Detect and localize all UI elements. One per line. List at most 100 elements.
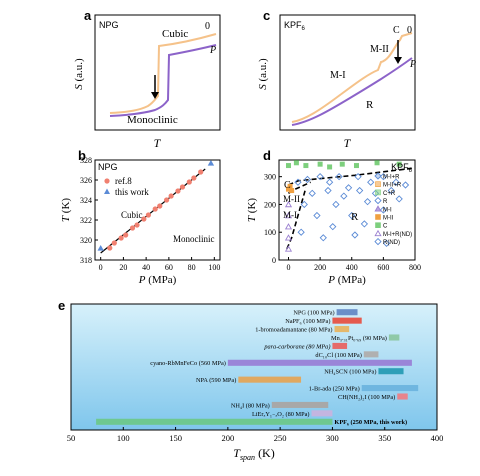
x-tick-label: 100 <box>117 433 130 443</box>
bar-label: LiErₓY₁₋ₓO₂ (80 MPa) <box>252 411 310 418</box>
y-axis-label: S (a.u.) <box>257 58 269 90</box>
span-bar <box>388 334 400 341</box>
bar-label: 1-Br-ada (250 MPa) <box>309 385 360 392</box>
x-axis-label: P (MPa) <box>138 274 177 286</box>
x-tick-label: 150 <box>169 433 182 443</box>
bar-label: cyano-RbMnFeCo (560 MPa) <box>150 360 226 367</box>
r-point <box>329 223 337 231</box>
curve-pressure <box>109 44 217 117</box>
x-tick-label: 60 <box>165 263 173 272</box>
span-bar <box>361 385 419 392</box>
r-point <box>324 186 332 195</box>
m2-point <box>289 188 295 194</box>
region-label-cubic: Cubic <box>121 210 143 220</box>
legend-label: ref.8 <box>115 176 132 186</box>
y-axis-label: S (a.u.) <box>73 58 85 90</box>
span-bar <box>334 326 350 333</box>
r-point <box>392 178 400 186</box>
panel-letter: e <box>58 298 65 313</box>
label-zero: 0 <box>407 25 412 36</box>
c-point <box>285 163 291 169</box>
ref8-point <box>152 206 158 212</box>
label-m1: M-I <box>330 70 346 81</box>
x-tick-label: 800 <box>409 263 421 272</box>
r-point <box>348 211 356 220</box>
label-m2: M-II <box>370 44 389 55</box>
y-axis-label: T (K) <box>60 198 72 222</box>
legend-label: M-II <box>383 216 394 222</box>
y-tick-label: 0 <box>272 256 276 265</box>
curve-zero-pressure <box>291 32 413 123</box>
region-label-m2: M-II <box>283 194 300 204</box>
legend-marker <box>374 196 382 205</box>
legend-marker <box>104 188 110 194</box>
ref8-point <box>163 197 170 203</box>
ref8-point <box>168 193 174 199</box>
legend-marker <box>375 181 381 187</box>
legend-label: R(ND) <box>383 240 400 246</box>
label-cubic: Cubic <box>162 28 188 40</box>
x-tick-label: 250 <box>274 433 287 443</box>
span-bar <box>336 309 358 316</box>
c-point <box>353 163 359 169</box>
ref8-point <box>157 203 163 209</box>
panel-letter: c <box>263 8 270 23</box>
span-bar <box>96 418 333 425</box>
r-point <box>325 178 334 186</box>
c-point <box>396 161 402 167</box>
span-bar <box>271 401 329 408</box>
ref8-point <box>107 245 113 251</box>
y-unit: (a.u.) <box>73 58 85 84</box>
r-point <box>387 186 395 195</box>
legend-marker <box>374 172 382 180</box>
region-label-monoclinic: Monoclinic <box>173 234 215 244</box>
legend-label: C <box>383 224 388 230</box>
y-tick-label: 328 <box>80 156 92 165</box>
legend-marker <box>374 205 382 212</box>
span-bar <box>332 317 362 324</box>
x-axis-label: Tspan (K) <box>233 446 274 462</box>
sample-tag: NPG <box>99 20 119 30</box>
bar-label: dC₁₀Cl (100 MPa) <box>315 352 361 359</box>
r-point <box>344 184 353 192</box>
legend-marker <box>374 229 382 237</box>
y-tick-label: 300 <box>264 173 276 182</box>
r-point <box>401 181 410 189</box>
legend-label: this work <box>115 187 149 197</box>
plot-area <box>284 160 412 252</box>
plot-background <box>70 303 438 431</box>
x-tick-label: 40 <box>142 263 150 272</box>
plot-e: NPG (100 MPa)NaPF₆ (100 MPa)1-bromoadama… <box>67 303 443 462</box>
y-tick-label: 324 <box>80 196 92 205</box>
panel-a: a NPG S (a.u.) T Cubic Monoclinic 0 P <box>73 8 221 150</box>
ref8-point <box>186 179 192 185</box>
label-r: R <box>366 99 374 111</box>
r-point <box>294 178 302 186</box>
m1-point <box>284 245 293 252</box>
ref8-point <box>123 232 129 238</box>
panel-letter: d <box>263 148 271 163</box>
legend-marker <box>375 222 381 228</box>
legend-label: C+R <box>383 191 396 197</box>
panel-e: e NPG (100 MPa)NaPF₆ (100 MPa)1-bromoada… <box>58 298 443 462</box>
bar-label: NPG (100 MPa) <box>293 310 334 317</box>
span-bar <box>227 359 412 366</box>
ref8-point <box>134 222 140 228</box>
y-tick-label: 320 <box>80 236 92 245</box>
r-point <box>308 189 316 197</box>
y-tick-label: 200 <box>264 200 276 209</box>
x-tick-label: 400 <box>346 263 358 272</box>
r-point <box>360 220 369 228</box>
label-monoclinic: Monoclinic <box>127 114 178 126</box>
ref8-point <box>141 216 147 222</box>
this-work-point <box>207 160 215 166</box>
ref8-point <box>175 188 181 194</box>
x-tick-label: 100 <box>208 263 220 272</box>
panel-b: b 0 20 40 60 80 100 318 320 322 324 326 328 NPG ref.8… <box>60 148 221 286</box>
c-point <box>339 161 345 167</box>
region-label-c: C <box>284 180 291 191</box>
bar-label: NH₄SCN (100 MPa) <box>324 369 376 376</box>
y-tick-label: 322 <box>80 216 92 225</box>
legend-marker <box>104 178 110 184</box>
